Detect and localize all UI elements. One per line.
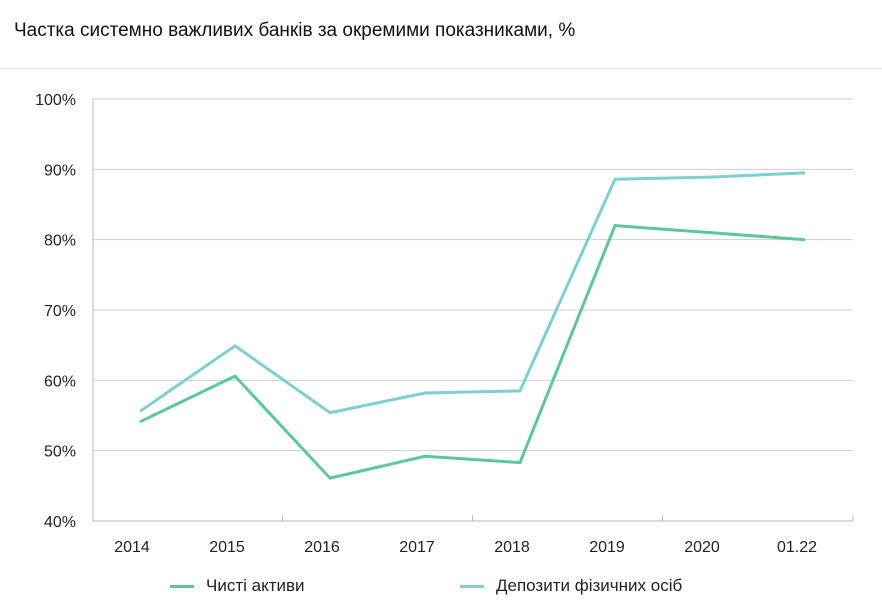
x-tick-label: 2017 — [399, 539, 435, 556]
series-line-1 — [139, 171, 806, 415]
y-tick-label: 70% — [44, 303, 76, 320]
y-tick-label: 60% — [44, 373, 76, 390]
y-tick-label: 40% — [44, 514, 76, 531]
x-tick-label: 2020 — [684, 539, 720, 556]
legend-swatch — [460, 584, 484, 588]
x-tick-label: 2016 — [304, 539, 340, 556]
title-divider — [0, 68, 882, 69]
chart-title: Частка системно важливих банків за окрем… — [14, 20, 576, 41]
legend-item-net-assets: Чисті активи — [170, 576, 305, 596]
x-tick-label: 01.22 — [777, 539, 817, 556]
x-tick-label: 2018 — [494, 539, 530, 556]
series-line-0 — [139, 224, 806, 480]
x-tick-label: 2014 — [114, 539, 150, 556]
x-tick-label: 2015 — [209, 539, 245, 556]
legend-label: Депозити фізичних осіб — [496, 576, 683, 595]
y-tick-label: 80% — [44, 233, 76, 250]
legend-item-deposits: Депозити фізичних осіб — [460, 576, 682, 596]
y-tick-label: 50% — [44, 444, 76, 461]
y-tick-label: 90% — [44, 162, 76, 179]
legend-swatch — [170, 584, 194, 588]
x-tick-label: 2019 — [589, 539, 625, 556]
y-tick-label: 100% — [35, 92, 76, 109]
legend-label: Чисті активи — [206, 576, 305, 595]
